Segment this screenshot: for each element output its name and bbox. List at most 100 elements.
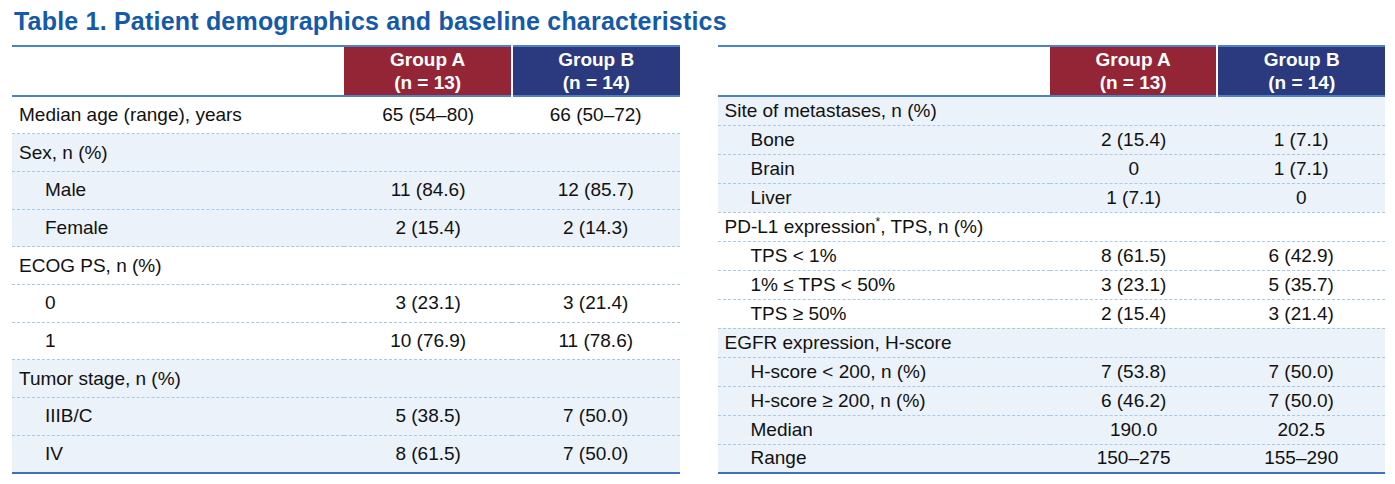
value-group-a: 11 (84.6) [344, 171, 512, 209]
row-label-text: H-score < 200, n (%) [751, 361, 927, 382]
value-group-b: 1 (7.1) [1217, 125, 1385, 154]
value-group-b: 202.5 [1217, 415, 1385, 444]
value-group-b: 0 [1217, 183, 1385, 212]
value-group-a: 2 (15.4) [1050, 125, 1218, 154]
row-label: Tumor stage, n (%) [12, 360, 344, 398]
row-label: H-score ≥ 200, n (%) [718, 386, 1050, 415]
table-row: TPS < 1%8 (61.5)6 (42.9) [718, 241, 1386, 270]
row-label: TPS < 1% [718, 241, 1050, 270]
header-row: Group A (n = 13) Group B (n = 14) [12, 46, 680, 96]
value-group-a: 3 (23.1) [344, 284, 512, 322]
row-label-text: EGFR expression, H-score [725, 332, 952, 353]
value-group-b: 7 (50.0) [512, 398, 680, 436]
table-row: ECOG PS, n (%) [12, 247, 680, 285]
value-group-b: 1 (7.1) [1217, 154, 1385, 183]
row-label: TPS ≥ 50% [718, 299, 1050, 328]
table-row: Male 11 (84.6)12 (85.7) [12, 171, 680, 209]
value-group-b: 7 (50.0) [512, 435, 680, 473]
table-row: TPS ≥ 50% 2 (15.4)3 (21.4) [718, 299, 1386, 328]
row-label-text: Median age (range), years [19, 104, 242, 125]
value-group-a: 190.0 [1050, 415, 1218, 444]
value-group-b [1217, 328, 1385, 357]
row-label-text: TPS ≥ 50% [751, 303, 847, 324]
value-group-a: 7 (53.8) [1050, 357, 1218, 386]
column-header-group-a: Group A (n = 13) [1050, 46, 1218, 96]
table-row: Bone 2 (15.4)1 (7.1) [718, 125, 1386, 154]
group-a-label: Group A [1050, 48, 1217, 71]
table-row: H-score ≥ 200, n (%)6 (46.2)7 (50.0) [718, 386, 1386, 415]
value-group-b: 7 (50.0) [1217, 386, 1385, 415]
group-b-label: Group B [513, 48, 680, 71]
value-group-b: 11 (78.6) [512, 322, 680, 360]
value-group-a: 3 (23.1) [1050, 270, 1218, 299]
row-label: PD-L1 expression*, TPS, n (%) [718, 212, 1050, 241]
table-row: Tumor stage, n (%) [12, 360, 680, 398]
value-group-b: 12 (85.7) [512, 171, 680, 209]
row-label: Sex, n (%) [12, 134, 344, 172]
column-header-group-a: Group A (n = 13) [344, 46, 512, 96]
value-group-a: 8 (61.5) [1050, 241, 1218, 270]
table-row: Sex, n (%) [12, 134, 680, 172]
row-label-text: TPS < 1% [751, 245, 837, 266]
table-row: EGFR expression, H-score [718, 328, 1386, 357]
value-group-a: 65 (54–80) [344, 96, 512, 134]
group-a-n: (n = 13) [344, 71, 511, 94]
row-label: Brain [718, 154, 1050, 183]
value-group-a [344, 247, 512, 285]
group-a-label: Group A [344, 48, 511, 71]
row-label-text: Median [751, 419, 813, 440]
row-label-suffix: , TPS, n (%) [880, 216, 983, 237]
header-spacer-cell [12, 46, 344, 96]
row-label: Median age (range), years [12, 96, 344, 134]
row-label-text: Male [45, 179, 86, 200]
row-label: IIIB/C [12, 398, 344, 436]
value-group-b [1217, 212, 1385, 241]
table-row: Site of metastases, n (%) [718, 96, 1386, 125]
value-group-a: 10 (76.9) [344, 322, 512, 360]
value-group-a [344, 360, 512, 398]
group-a-n: (n = 13) [1050, 71, 1217, 94]
value-group-a [1050, 96, 1218, 125]
table-row: Liver1 (7.1)0 [718, 183, 1386, 212]
demographics-table-left: Group A (n = 13) Group B (n = 14) Median… [12, 45, 680, 474]
demographics-table-right: Group A (n = 13) Group B (n = 14) Site o… [718, 45, 1386, 474]
row-label: 1 [12, 322, 344, 360]
value-group-a [1050, 212, 1218, 241]
row-label: Bone [718, 125, 1050, 154]
group-b-n: (n = 14) [513, 71, 680, 94]
value-group-b: 3 (21.4) [1217, 299, 1385, 328]
value-group-b: 5 (35.7) [1217, 270, 1385, 299]
value-group-a: 6 (46.2) [1050, 386, 1218, 415]
table-row: H-score < 200, n (%) 7 (53.8)7 (50.0) [718, 357, 1386, 386]
value-group-a: 150–275 [1050, 444, 1218, 473]
table-row: Range150–275155–290 [718, 444, 1386, 473]
row-label: Male [12, 171, 344, 209]
row-label: Site of metastases, n (%) [718, 96, 1050, 125]
poster-table-panel: Table 1. Patient demographics and baseli… [0, 0, 1395, 474]
value-group-b: 2 (14.3) [512, 209, 680, 247]
value-group-b: 7 (50.0) [1217, 357, 1385, 386]
table-row: Brain01 (7.1) [718, 154, 1386, 183]
row-label-text: Liver [751, 187, 792, 208]
header-spacer-cell [718, 46, 1050, 96]
value-group-b: 3 (21.4) [512, 284, 680, 322]
row-label-text: Bone [751, 129, 795, 150]
row-label-text: 0 [45, 292, 56, 313]
row-label: Female [12, 209, 344, 247]
group-b-n: (n = 14) [1218, 71, 1385, 94]
row-label-text: Female [45, 217, 108, 238]
table-row: Female2 (15.4)2 (14.3) [12, 209, 680, 247]
value-group-b [512, 247, 680, 285]
row-label-text: 1 [45, 330, 56, 351]
value-group-a: 2 (15.4) [1050, 299, 1218, 328]
table-row: 1 10 (76.9)11 (78.6) [12, 322, 680, 360]
row-label: 0 [12, 284, 344, 322]
value-group-a: 0 [1050, 154, 1218, 183]
table-row: 1% ≤ TPS < 50%3 (23.1)5 (35.7) [718, 270, 1386, 299]
column-header-group-b: Group B (n = 14) [1217, 46, 1385, 96]
tables-container: Group A (n = 13) Group B (n = 14) Median… [12, 45, 1385, 474]
row-label-text: Range [751, 447, 807, 468]
header-row: Group A (n = 13) Group B (n = 14) [718, 46, 1386, 96]
table-row: Median age (range), years65 (54–80)66 (5… [12, 96, 680, 134]
table-row: IIIB/C5 (38.5)7 (50.0) [12, 398, 680, 436]
